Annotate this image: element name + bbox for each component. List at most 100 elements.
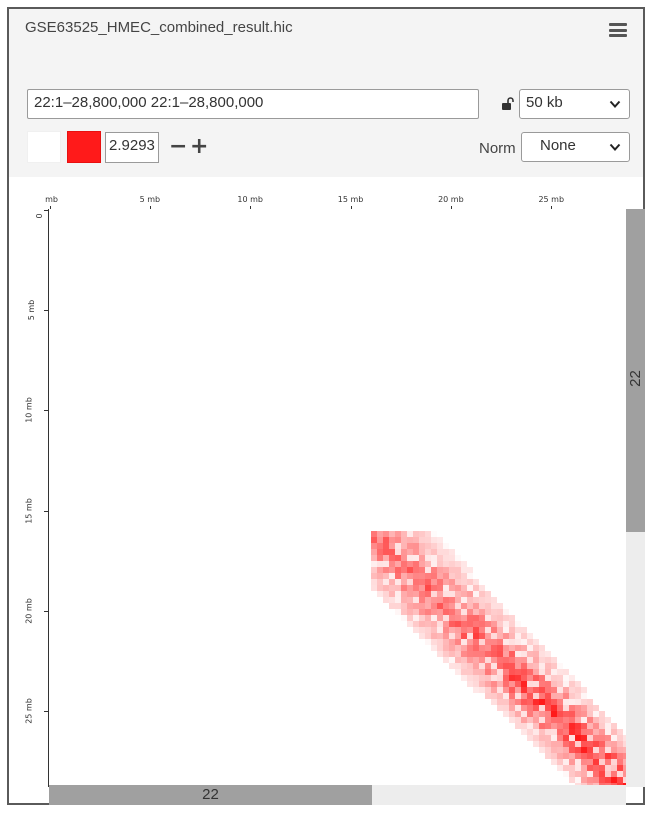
contact-cell <box>491 699 497 705</box>
contact-cell <box>557 675 563 681</box>
contact-cell <box>419 597 425 603</box>
contact-cell <box>485 675 491 681</box>
contact-cell <box>455 651 461 657</box>
contact-cell <box>431 555 437 561</box>
contact-cell <box>407 615 413 621</box>
low-color-swatch[interactable] <box>27 131 61 163</box>
contact-cell <box>533 687 539 693</box>
contact-cell <box>581 699 587 705</box>
contact-cell <box>557 753 563 759</box>
contact-cell <box>443 555 449 561</box>
contact-cell <box>557 741 563 747</box>
contact-cell <box>467 579 473 585</box>
contact-cell <box>503 705 509 711</box>
contact-cell <box>563 753 569 759</box>
contact-cell <box>413 567 419 573</box>
contact-cell <box>551 747 557 753</box>
contact-cell <box>455 603 461 609</box>
contact-cell <box>437 537 443 543</box>
contact-cell <box>473 633 479 639</box>
contact-cell <box>431 627 437 633</box>
contact-cell <box>575 717 581 723</box>
contact-cell <box>473 579 479 585</box>
contact-cell <box>581 747 587 753</box>
contact-cell <box>509 669 515 675</box>
contact-cell <box>443 639 449 645</box>
contact-cell <box>533 651 539 657</box>
contact-cell <box>425 555 431 561</box>
contact-cell <box>611 735 617 741</box>
contact-cell <box>557 681 563 687</box>
contact-cell <box>467 633 473 639</box>
contact-cell <box>617 777 623 783</box>
contact-cell <box>419 579 425 585</box>
contact-cell <box>503 711 509 717</box>
contact-cell <box>503 645 509 651</box>
contact-cell <box>437 615 443 621</box>
contact-cell <box>545 681 551 687</box>
contact-cell <box>467 669 473 675</box>
contact-cell <box>407 603 413 609</box>
contact-cell <box>527 645 533 651</box>
contact-cell <box>533 723 539 729</box>
y-axis-tick <box>44 309 49 311</box>
unlock-icon[interactable] <box>501 97 515 111</box>
contact-cell <box>497 633 503 639</box>
contact-cell <box>605 765 611 771</box>
contact-cell <box>581 693 587 699</box>
contact-cell <box>551 657 557 663</box>
locus-input[interactable]: 22:1–28,800,000 22:1–28,800,000 <box>27 89 479 119</box>
high-color-swatch[interactable] <box>67 131 101 163</box>
x-chromosome-track[interactable]: 22 <box>49 785 626 805</box>
contact-cell <box>557 663 563 669</box>
contact-cell <box>521 633 527 639</box>
contact-cell <box>419 537 425 543</box>
contact-cell <box>569 705 575 711</box>
contact-cell <box>371 573 377 579</box>
contact-cell <box>407 561 413 567</box>
contact-cell <box>533 705 539 711</box>
contact-cell <box>401 555 407 561</box>
contact-cell <box>539 729 545 735</box>
contact-cell <box>461 567 467 573</box>
contact-map[interactable] <box>49 209 627 787</box>
color-scale-input[interactable]: 2.9293 <box>105 132 159 163</box>
contact-cell <box>437 555 443 561</box>
contact-cell <box>425 537 431 543</box>
contact-cell <box>521 705 527 711</box>
contact-cell <box>539 705 545 711</box>
contact-cell <box>401 597 407 603</box>
contact-cell <box>563 699 569 705</box>
contact-cell <box>383 567 389 573</box>
contact-cell <box>515 633 521 639</box>
contact-cell <box>479 615 485 621</box>
contact-cell <box>443 603 449 609</box>
resolution-select[interactable]: 50 kb <box>519 89 630 119</box>
contact-cell <box>545 663 551 669</box>
contact-cell <box>383 555 389 561</box>
contact-cell <box>545 675 551 681</box>
x-axis-tick-label: 5 mb <box>139 195 161 204</box>
contact-cell <box>413 555 419 561</box>
contact-cell <box>533 657 539 663</box>
contact-cell <box>431 597 437 603</box>
contact-cell <box>479 609 485 615</box>
decrease-scale-button[interactable]: − <box>169 134 188 159</box>
contact-cell <box>383 531 389 537</box>
y-chromosome-track[interactable]: 22 <box>626 209 645 787</box>
contact-cell <box>485 627 491 633</box>
contact-cell <box>569 735 575 741</box>
contact-cell <box>557 717 563 723</box>
increase-scale-button[interactable]: + <box>190 134 209 159</box>
contact-cell <box>437 579 443 585</box>
contact-cell <box>395 537 401 543</box>
contact-cell <box>593 753 599 759</box>
contact-cell <box>467 675 473 681</box>
menu-icon[interactable] <box>609 23 627 37</box>
contact-cell <box>419 585 425 591</box>
contact-cell <box>497 639 503 645</box>
contact-cell <box>551 687 557 693</box>
contact-cell <box>389 555 395 561</box>
normalization-select[interactable]: None <box>521 132 630 162</box>
contact-cell <box>371 567 377 573</box>
